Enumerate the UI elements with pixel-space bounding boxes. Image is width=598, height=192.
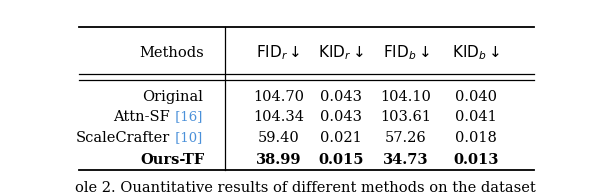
Text: 57.26: 57.26: [385, 131, 427, 145]
Text: 0.018: 0.018: [454, 131, 496, 145]
Text: $\mathrm{FID}_{b}{\downarrow}$: $\mathrm{FID}_{b}{\downarrow}$: [383, 43, 429, 62]
Text: 0.040: 0.040: [454, 90, 496, 104]
Text: Original: Original: [142, 90, 203, 104]
Text: Ours-TF: Ours-TF: [140, 153, 204, 167]
Text: ole 2. Quantitative results of different methods on the dataset: ole 2. Quantitative results of different…: [75, 180, 535, 192]
Text: Attn-SF: Attn-SF: [113, 110, 170, 124]
Text: [10]: [10]: [170, 131, 202, 144]
Text: 59.40: 59.40: [258, 131, 300, 145]
Text: 104.70: 104.70: [253, 90, 304, 104]
Text: $\mathrm{FID}_{r}{\downarrow}$: $\mathrm{FID}_{r}{\downarrow}$: [257, 43, 301, 62]
Text: 0.043: 0.043: [321, 90, 362, 104]
Text: [16]: [16]: [170, 110, 202, 123]
Text: 104.10: 104.10: [381, 90, 432, 104]
Text: $\mathrm{KID}_{r}{\downarrow}$: $\mathrm{KID}_{r}{\downarrow}$: [318, 43, 364, 62]
Text: 0.021: 0.021: [321, 131, 362, 145]
Text: 0.043: 0.043: [321, 110, 362, 124]
Text: 0.015: 0.015: [319, 153, 364, 167]
Text: 0.013: 0.013: [453, 153, 498, 167]
Text: 38.99: 38.99: [256, 153, 301, 167]
Text: 0.041: 0.041: [454, 110, 496, 124]
Text: 34.73: 34.73: [383, 153, 429, 167]
Text: Methods: Methods: [140, 46, 205, 60]
Text: ScaleCrafter: ScaleCrafter: [75, 131, 170, 145]
Text: 103.61: 103.61: [380, 110, 432, 124]
Text: 104.34: 104.34: [253, 110, 304, 124]
Text: $\mathrm{KID}_{b}{\downarrow}$: $\mathrm{KID}_{b}{\downarrow}$: [451, 43, 500, 62]
